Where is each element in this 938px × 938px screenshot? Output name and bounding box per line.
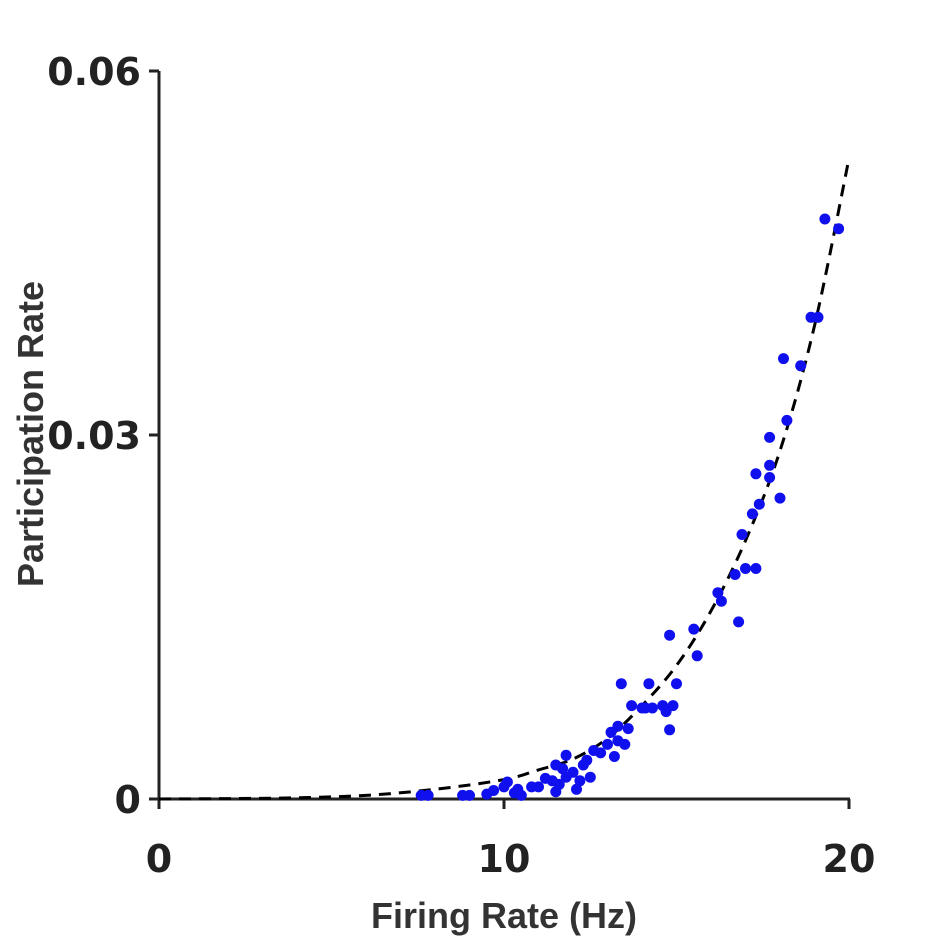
data-point — [608, 751, 620, 762]
data-point — [764, 459, 776, 471]
y-tick-label: 0.06 — [47, 50, 141, 94]
data-point — [750, 563, 762, 574]
axes — [157, 71, 850, 801]
y-axis-label: Participation Rate — [10, 281, 51, 587]
data-point — [571, 783, 582, 795]
data-point — [750, 468, 762, 480]
data-point — [501, 776, 513, 788]
data-point — [736, 529, 748, 540]
data-point — [764, 472, 776, 483]
data-point — [602, 738, 613, 750]
y-tick-label: 0.03 — [47, 414, 141, 458]
data-point — [488, 785, 500, 796]
fit-curve-layer — [158, 158, 851, 801]
data-point — [553, 778, 565, 790]
data-point — [746, 508, 758, 520]
data-point — [584, 771, 596, 783]
data-point — [774, 492, 786, 504]
x-axis-label: Firing Rate (Hz) — [371, 895, 637, 936]
data-point — [533, 781, 544, 793]
data-point — [664, 629, 676, 641]
ticks: 0 0.03 0.06 0 10 20 — [47, 50, 875, 881]
data-point — [691, 650, 703, 662]
data-point — [740, 563, 751, 574]
data-point — [671, 678, 682, 690]
data-point — [422, 789, 434, 801]
data-point — [833, 223, 845, 235]
data-point — [560, 749, 572, 761]
data-point — [595, 747, 607, 759]
data-point — [664, 724, 676, 736]
data-point — [622, 723, 634, 735]
x-tick-label: 0 — [146, 837, 172, 881]
x-tick-label: 10 — [478, 837, 531, 881]
data-point — [667, 700, 679, 712]
data-point — [646, 702, 658, 714]
data-point — [688, 623, 700, 635]
x-tick-label: 20 — [823, 837, 876, 881]
data-point — [781, 414, 793, 426]
data-point — [778, 353, 789, 365]
data-point — [712, 587, 724, 599]
data-point — [619, 738, 631, 750]
data-point — [795, 360, 807, 372]
data-point — [515, 789, 527, 801]
data-points-layer — [415, 213, 845, 801]
data-point — [581, 754, 593, 766]
fit-curve — [158, 158, 851, 801]
data-point — [819, 213, 831, 225]
data-point — [764, 431, 776, 443]
data-point — [557, 763, 569, 775]
data-point — [753, 498, 765, 510]
data-point — [464, 789, 475, 801]
y-tick-label: 0 — [115, 778, 141, 822]
data-point — [574, 775, 586, 787]
data-point — [715, 595, 727, 607]
data-point — [643, 678, 655, 690]
data-point — [812, 311, 824, 323]
data-point — [615, 678, 627, 690]
data-point — [729, 569, 741, 580]
data-point — [626, 700, 638, 712]
data-point — [567, 766, 579, 778]
data-point — [612, 720, 624, 732]
data-point — [733, 616, 745, 628]
